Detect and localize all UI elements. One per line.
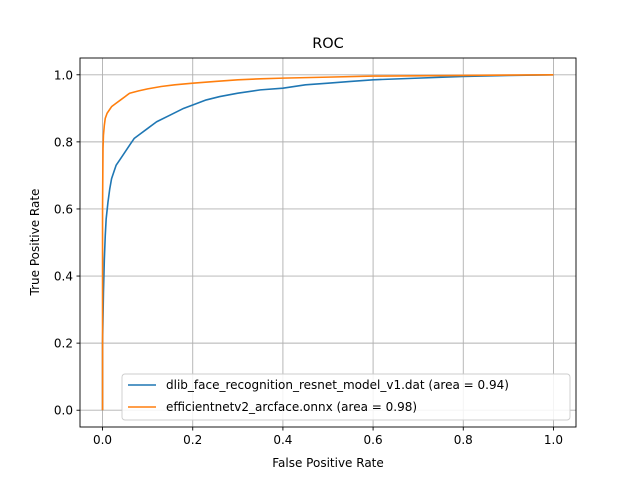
y-tick-label: 0.6 <box>54 202 73 216</box>
x-tick-label: 0.4 <box>273 433 292 447</box>
plot-frame <box>79 57 577 428</box>
y-tick-label: 0.2 <box>54 337 73 351</box>
y-axis-label: True Positive Rate <box>28 189 42 297</box>
legend: dlib_face_recognition_resnet_model_v1.da… <box>121 373 571 421</box>
grid <box>80 58 576 427</box>
chart-title: ROC <box>312 36 344 52</box>
y-tick-label: 0.0 <box>54 404 73 418</box>
series-line-dlib <box>101 73 554 411</box>
x-tick-label: 1.0 <box>544 433 563 447</box>
y-tick-label: 0.4 <box>54 270 73 284</box>
x-axis-label: False Positive Rate <box>272 456 384 470</box>
x-axis: 0.0 0.2 0.4 0.6 0.8 1.0 <box>93 427 563 447</box>
x-tick-label: 0.6 <box>364 433 383 447</box>
x-tick-label: 0.8 <box>454 433 473 447</box>
x-tick-label: 0.0 <box>93 433 112 447</box>
legend-box <box>121 373 571 421</box>
legend-label-dlib: dlib_face_recognition_resnet_model_v1.da… <box>166 378 509 392</box>
legend-label-efficientnetv2: efficientnetv2_arcface.onnx (area = 0.98… <box>166 400 417 414</box>
y-tick-label: 1.0 <box>54 68 73 82</box>
y-tick-label: 0.8 <box>54 135 73 149</box>
series-group <box>101 73 554 411</box>
series-line-efficientnetv2 <box>101 73 554 411</box>
y-axis: 0.0 0.2 0.4 0.6 0.8 1.0 <box>54 68 80 418</box>
x-tick-label: 0.2 <box>183 433 202 447</box>
